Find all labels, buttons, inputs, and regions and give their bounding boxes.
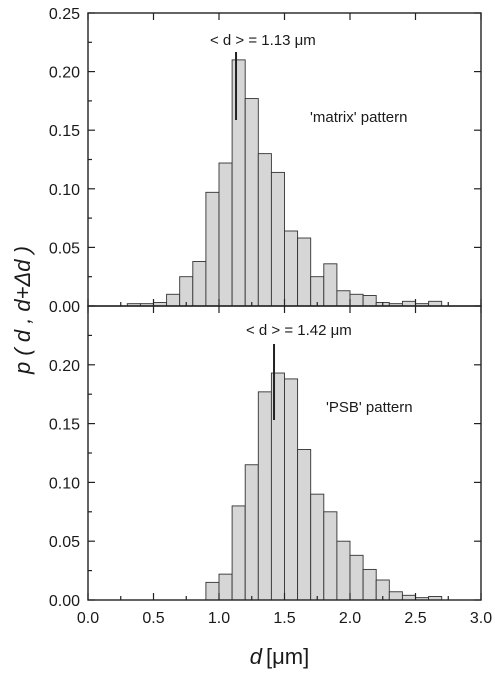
psb-y-tick-label: 0.00 (49, 593, 80, 610)
matrix-y-tick-label: 0.20 (49, 65, 80, 82)
matrix-bar (402, 301, 415, 306)
matrix-bar (363, 295, 376, 306)
psb-y-tick-label: 0.10 (49, 475, 80, 492)
psb-panel: 0.00 0.05 0.10 0.15 0.20 < d > = 1.42 μm 'PSB'… (49, 306, 481, 610)
x-tick-label: 0.0 (77, 610, 99, 627)
psb-y-tick-label: 0.05 (49, 534, 80, 551)
psb-y-tick-label: 0.20 (49, 358, 80, 375)
psb-bar (206, 582, 219, 600)
y-axis-title: p ( d , d+Δd ) (10, 246, 35, 375)
matrix-bar (350, 294, 363, 306)
psb-y-tick-label: 0.15 (49, 417, 80, 434)
matrix-bar (219, 163, 232, 306)
psb-bar (232, 506, 245, 600)
matrix-bar (258, 154, 271, 306)
matrix-mean-annotation: < d > = 1.13 μm (210, 32, 316, 49)
matrix-bar (167, 294, 180, 306)
matrix-y-tick-label: 0.25 (49, 6, 80, 23)
x-tick-label: 2.5 (404, 610, 426, 627)
psb-mean-annotation: < d > = 1.42 μm (246, 322, 352, 339)
psb-bar (324, 512, 337, 600)
matrix-bar (429, 301, 442, 306)
psb-bar (258, 392, 271, 600)
psb-bar (363, 569, 376, 600)
matrix-bar (337, 291, 350, 306)
matrix-bar (245, 99, 258, 306)
x-tick-label: 0.5 (142, 610, 164, 627)
psb-pattern-label: 'PSB' pattern (326, 399, 413, 416)
x-tick-label: 1.5 (273, 610, 295, 627)
psb-bar (298, 449, 311, 600)
matrix-y-tick-label: 0.00 (49, 299, 80, 316)
matrix-bar (298, 238, 311, 306)
psb-bar (245, 465, 258, 600)
matrix-bar (193, 261, 206, 306)
matrix-bar (311, 277, 324, 306)
x-tick-label: 3.0 (470, 610, 492, 627)
psb-bar (311, 494, 324, 600)
psb-bar (402, 595, 415, 600)
psb-bar (389, 592, 402, 600)
matrix-y-tick-label: 0.05 (49, 240, 80, 257)
matrix-bar (271, 172, 284, 306)
psb-bar (337, 541, 350, 600)
x-tick-label: 1.0 (208, 610, 230, 627)
x-axis-title-variable: d (250, 644, 263, 669)
matrix-pattern-label: 'matrix' pattern (310, 109, 407, 126)
shared-axes: 0.0 0.5 1.0 1.5 2.0 2.5 3.0 (77, 610, 492, 627)
matrix-bar (206, 192, 219, 306)
matrix-bar (324, 264, 337, 306)
x-axis-title-unit: [μm] (266, 644, 309, 669)
psb-bar (219, 574, 232, 600)
matrix-y-tick-label: 0.10 (49, 182, 80, 199)
matrix-panel: 0.00 0.05 0.10 0.15 0.20 0.25 < d > = 1.13 μm '… (49, 6, 481, 316)
matrix-y-tick-label: 0.15 (49, 123, 80, 140)
x-tick-label: 2.0 (339, 610, 361, 627)
matrix-bar (180, 277, 193, 306)
psb-bar (285, 379, 298, 600)
matrix-bar (232, 60, 245, 306)
psb-bar (350, 555, 363, 600)
matrix-bar (285, 231, 298, 306)
